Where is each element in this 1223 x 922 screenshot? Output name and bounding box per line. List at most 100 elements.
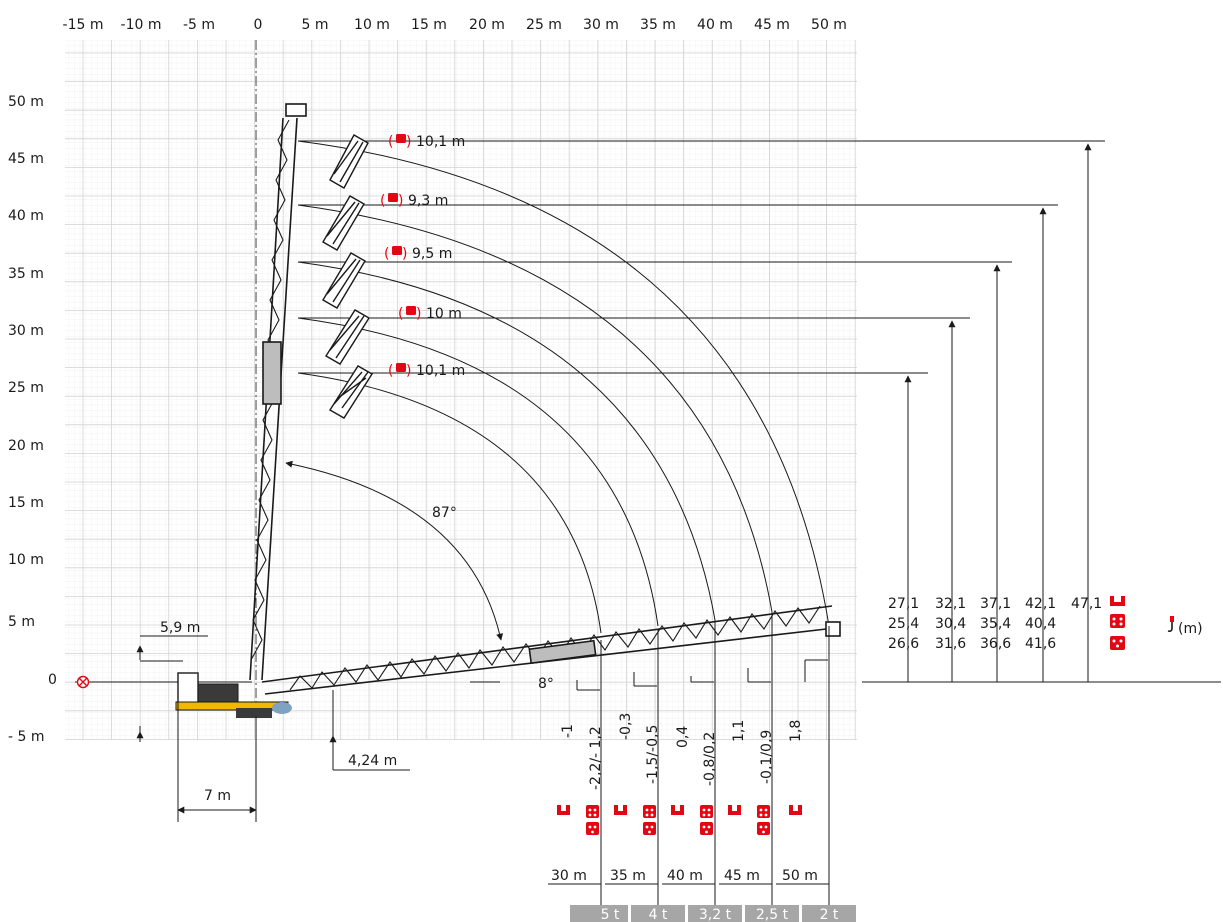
angle-max-label: 87° — [432, 505, 457, 521]
svg-text:1,8: 1,8 — [788, 720, 804, 742]
sheave-double-icon — [643, 805, 656, 818]
svg-text:35 m: 35 m — [610, 868, 646, 884]
svg-text:37,1: 37,1 — [980, 596, 1011, 612]
svg-text:36,6: 36,6 — [980, 636, 1011, 652]
svg-text:26,6: 26,6 — [888, 636, 919, 652]
jib-length: 10 m — [426, 306, 462, 322]
boom-steep — [249, 103, 307, 681]
height-leaders — [298, 140, 1105, 682]
x-tick-label: 25 m — [526, 17, 562, 33]
sheave-single-icon — [614, 805, 627, 815]
sheave-triple-icon — [586, 822, 599, 835]
x-tick-label: 40 m — [697, 17, 733, 33]
sheave-triple-icon — [1110, 636, 1125, 650]
y-tick-label: 5 m — [8, 614, 35, 630]
jib-label-3: ( ) 9,5 m — [384, 246, 452, 262]
svg-text:-0,8/0,2: -0,8/0,2 — [702, 732, 718, 786]
sheave-double-icon — [757, 805, 770, 818]
hook-unit: (m) — [1178, 621, 1203, 637]
jib-label-2: ( ) 9,3 m — [380, 193, 448, 209]
jib-label-4: ( ) 10 m — [398, 306, 462, 322]
jib-icon — [406, 306, 416, 315]
svg-text:): ) — [416, 306, 421, 322]
y-tick-label: 0 — [48, 672, 57, 688]
jib-icon — [396, 363, 406, 372]
svg-text:-1: -1 — [560, 724, 576, 738]
x-tick-label: 15 m — [411, 17, 447, 33]
svg-text:27,1: 27,1 — [888, 596, 919, 612]
svg-text:2 t: 2 t — [820, 907, 839, 922]
jib-icon — [388, 193, 398, 202]
svg-text:50 m: 50 m — [782, 868, 818, 884]
y-tick-label: 15 m — [8, 495, 44, 511]
sheave-double-icon — [700, 805, 713, 818]
hook-height-table: 27,1 32,1 37,1 42,1 47,1 25,4 30,4 35,4 … — [888, 596, 1203, 652]
x-tick-label: 45 m — [754, 17, 790, 33]
x-tick-label: -15 m — [63, 17, 104, 33]
jib-length-labels: ( ) 10,1 m ( ) 9,3 m ( ) 9,5 m ( ) 10 m … — [380, 134, 465, 379]
svg-text:(: ( — [380, 193, 385, 209]
svg-text:5 t: 5 t — [601, 907, 620, 922]
angle-min-label: 8° — [538, 676, 554, 692]
svg-text:42,1: 42,1 — [1025, 596, 1056, 612]
svg-text:(: ( — [388, 363, 393, 379]
origin-marker-icon — [76, 675, 90, 689]
y-tick-label: 40 m — [8, 208, 44, 224]
hook-icon — [1167, 616, 1174, 632]
x-tick-label: -5 m — [183, 17, 215, 33]
fly-jibs — [322, 134, 373, 419]
x-tick-label: -10 m — [121, 17, 162, 33]
svg-text:45 m: 45 m — [724, 868, 760, 884]
y-tick-label: 50 m — [8, 94, 44, 110]
svg-text:(: ( — [388, 134, 393, 150]
x-tick-label: 10 m — [354, 17, 390, 33]
svg-text:0,4: 0,4 — [675, 726, 691, 748]
svg-text:3,2 t: 3,2 t — [699, 907, 732, 922]
fly-jib-1 — [329, 365, 373, 419]
fly-jib-2 — [325, 309, 370, 365]
y-tick-label: 20 m — [8, 438, 44, 454]
svg-text:25,4: 25,4 — [888, 616, 919, 632]
x-tick-label: 0 — [254, 17, 263, 33]
x-tick-label: 35 m — [640, 17, 676, 33]
svg-text:2,5 t: 2,5 t — [756, 907, 789, 922]
svg-text:30 m: 30 m — [551, 868, 587, 884]
sheave-triple-icon — [643, 822, 656, 835]
svg-text:4 t: 4 t — [649, 907, 668, 922]
sheave-triple-icon — [757, 822, 770, 835]
svg-text:-0,1/0,9: -0,1/0,9 — [759, 730, 775, 784]
sheave-single-icon — [671, 805, 684, 815]
offset-label: 4,24 m — [348, 753, 397, 769]
boom-low — [261, 605, 841, 695]
jib-label-5: ( ) 10,1 m — [388, 363, 465, 379]
fly-jib-3 — [322, 252, 366, 309]
y-axis-labels: 50 m 45 m 40 m 35 m 30 m 25 m 20 m 15 m … — [8, 94, 57, 745]
sheave-single-icon — [557, 805, 570, 815]
sheave-double-icon — [586, 805, 599, 818]
jib-length: 9,5 m — [412, 246, 452, 262]
counter-height-label: 5,9 m — [160, 620, 200, 636]
jib-length: 10,1 m — [416, 134, 465, 150]
y-tick-label: 25 m — [8, 380, 44, 396]
y-tick-label: 45 m — [8, 151, 44, 167]
svg-text:-1,5/-0,5: -1,5/-0,5 — [645, 725, 661, 784]
sheave-double-icon — [1110, 614, 1125, 628]
svg-text:1,1: 1,1 — [731, 720, 747, 742]
radius-verticals — [548, 612, 830, 905]
fly-jib-4 — [322, 195, 365, 251]
base-width-label: 7 m — [204, 788, 231, 804]
sheave-single-icon — [1110, 596, 1125, 606]
bottom-sheave-icons — [557, 805, 802, 835]
y-tick-label: 35 m — [8, 266, 44, 282]
jib-length: 10,1 m — [416, 363, 465, 379]
x-tick-label: 30 m — [583, 17, 619, 33]
svg-text:47,1: 47,1 — [1071, 596, 1102, 612]
radius-labels: 30 m 35 m 40 m 45 m 50 m — [551, 868, 818, 884]
y-tick-label: - 5 m — [8, 729, 45, 745]
x-tick-label: 50 m — [811, 17, 847, 33]
x-tick-label: 20 m — [469, 17, 505, 33]
jib-icon — [396, 134, 406, 143]
svg-text:(: ( — [384, 246, 389, 262]
svg-text:): ) — [402, 246, 407, 262]
